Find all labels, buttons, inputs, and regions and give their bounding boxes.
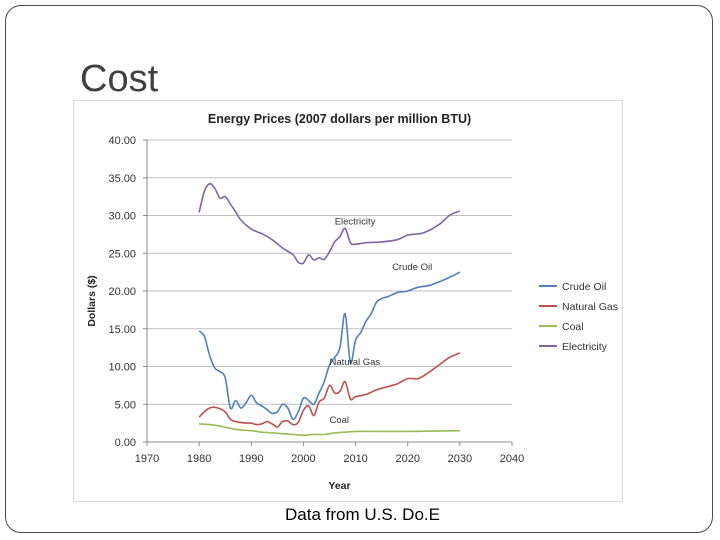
- annotation-natural-gas: Natural Gas: [330, 357, 381, 368]
- y-tick-label: 5.00: [115, 399, 136, 411]
- x-tick-label: 2040: [500, 453, 524, 465]
- legend-label-electricity: Electricity: [562, 341, 608, 353]
- x-tick-label: 1970: [135, 453, 159, 465]
- y-tick-label: 25.00: [108, 248, 136, 260]
- slide-title: Cost: [80, 58, 159, 100]
- series-line-crude-oil: [198, 271, 461, 421]
- y-tick-label: 40.00: [108, 135, 136, 147]
- x-tick-label: 1990: [239, 453, 263, 465]
- annotation-electricity: Electricity: [335, 217, 376, 228]
- y-tick-label: 0.00: [115, 437, 136, 449]
- data-source-caption: Data from U.S. Do.E: [285, 505, 440, 524]
- series-line-electricity: [198, 182, 461, 265]
- slide-frame: [5, 5, 713, 533]
- y-tick-label: 35.00: [108, 173, 136, 185]
- y-tick-label: 20.00: [108, 286, 136, 298]
- x-tick-label: 2030: [448, 453, 472, 465]
- annotation-coal: Coal: [330, 415, 350, 426]
- chart-title: Energy Prices (2007 dollars per million …: [208, 112, 471, 126]
- legend-label-crude-oil: Crude Oil: [562, 281, 606, 293]
- energy-prices-chart: Energy Prices (2007 dollars per million …: [86, 112, 618, 492]
- series-line-natural-gas: [198, 352, 461, 428]
- x-axis-label: Year: [328, 480, 350, 492]
- legend-label-natural-gas: Natural Gas: [562, 301, 618, 313]
- y-tick-label: 15.00: [108, 324, 136, 336]
- y-axis-label: Dollars ($): [86, 275, 98, 326]
- x-tick-label: 2010: [343, 453, 367, 465]
- y-tick-label: 30.00: [108, 211, 136, 223]
- annotation-crude-oil: Crude Oil: [392, 262, 432, 273]
- x-tick-label: 1980: [187, 453, 211, 465]
- y-tick-label: 10.00: [108, 362, 136, 374]
- x-tick-label: 2000: [291, 453, 315, 465]
- legend-label-coal: Coal: [562, 321, 584, 333]
- x-tick-label: 2020: [395, 453, 419, 465]
- chart-container: Energy Prices (2007 dollars per million …: [73, 100, 623, 502]
- series-line-coal: [199, 423, 460, 436]
